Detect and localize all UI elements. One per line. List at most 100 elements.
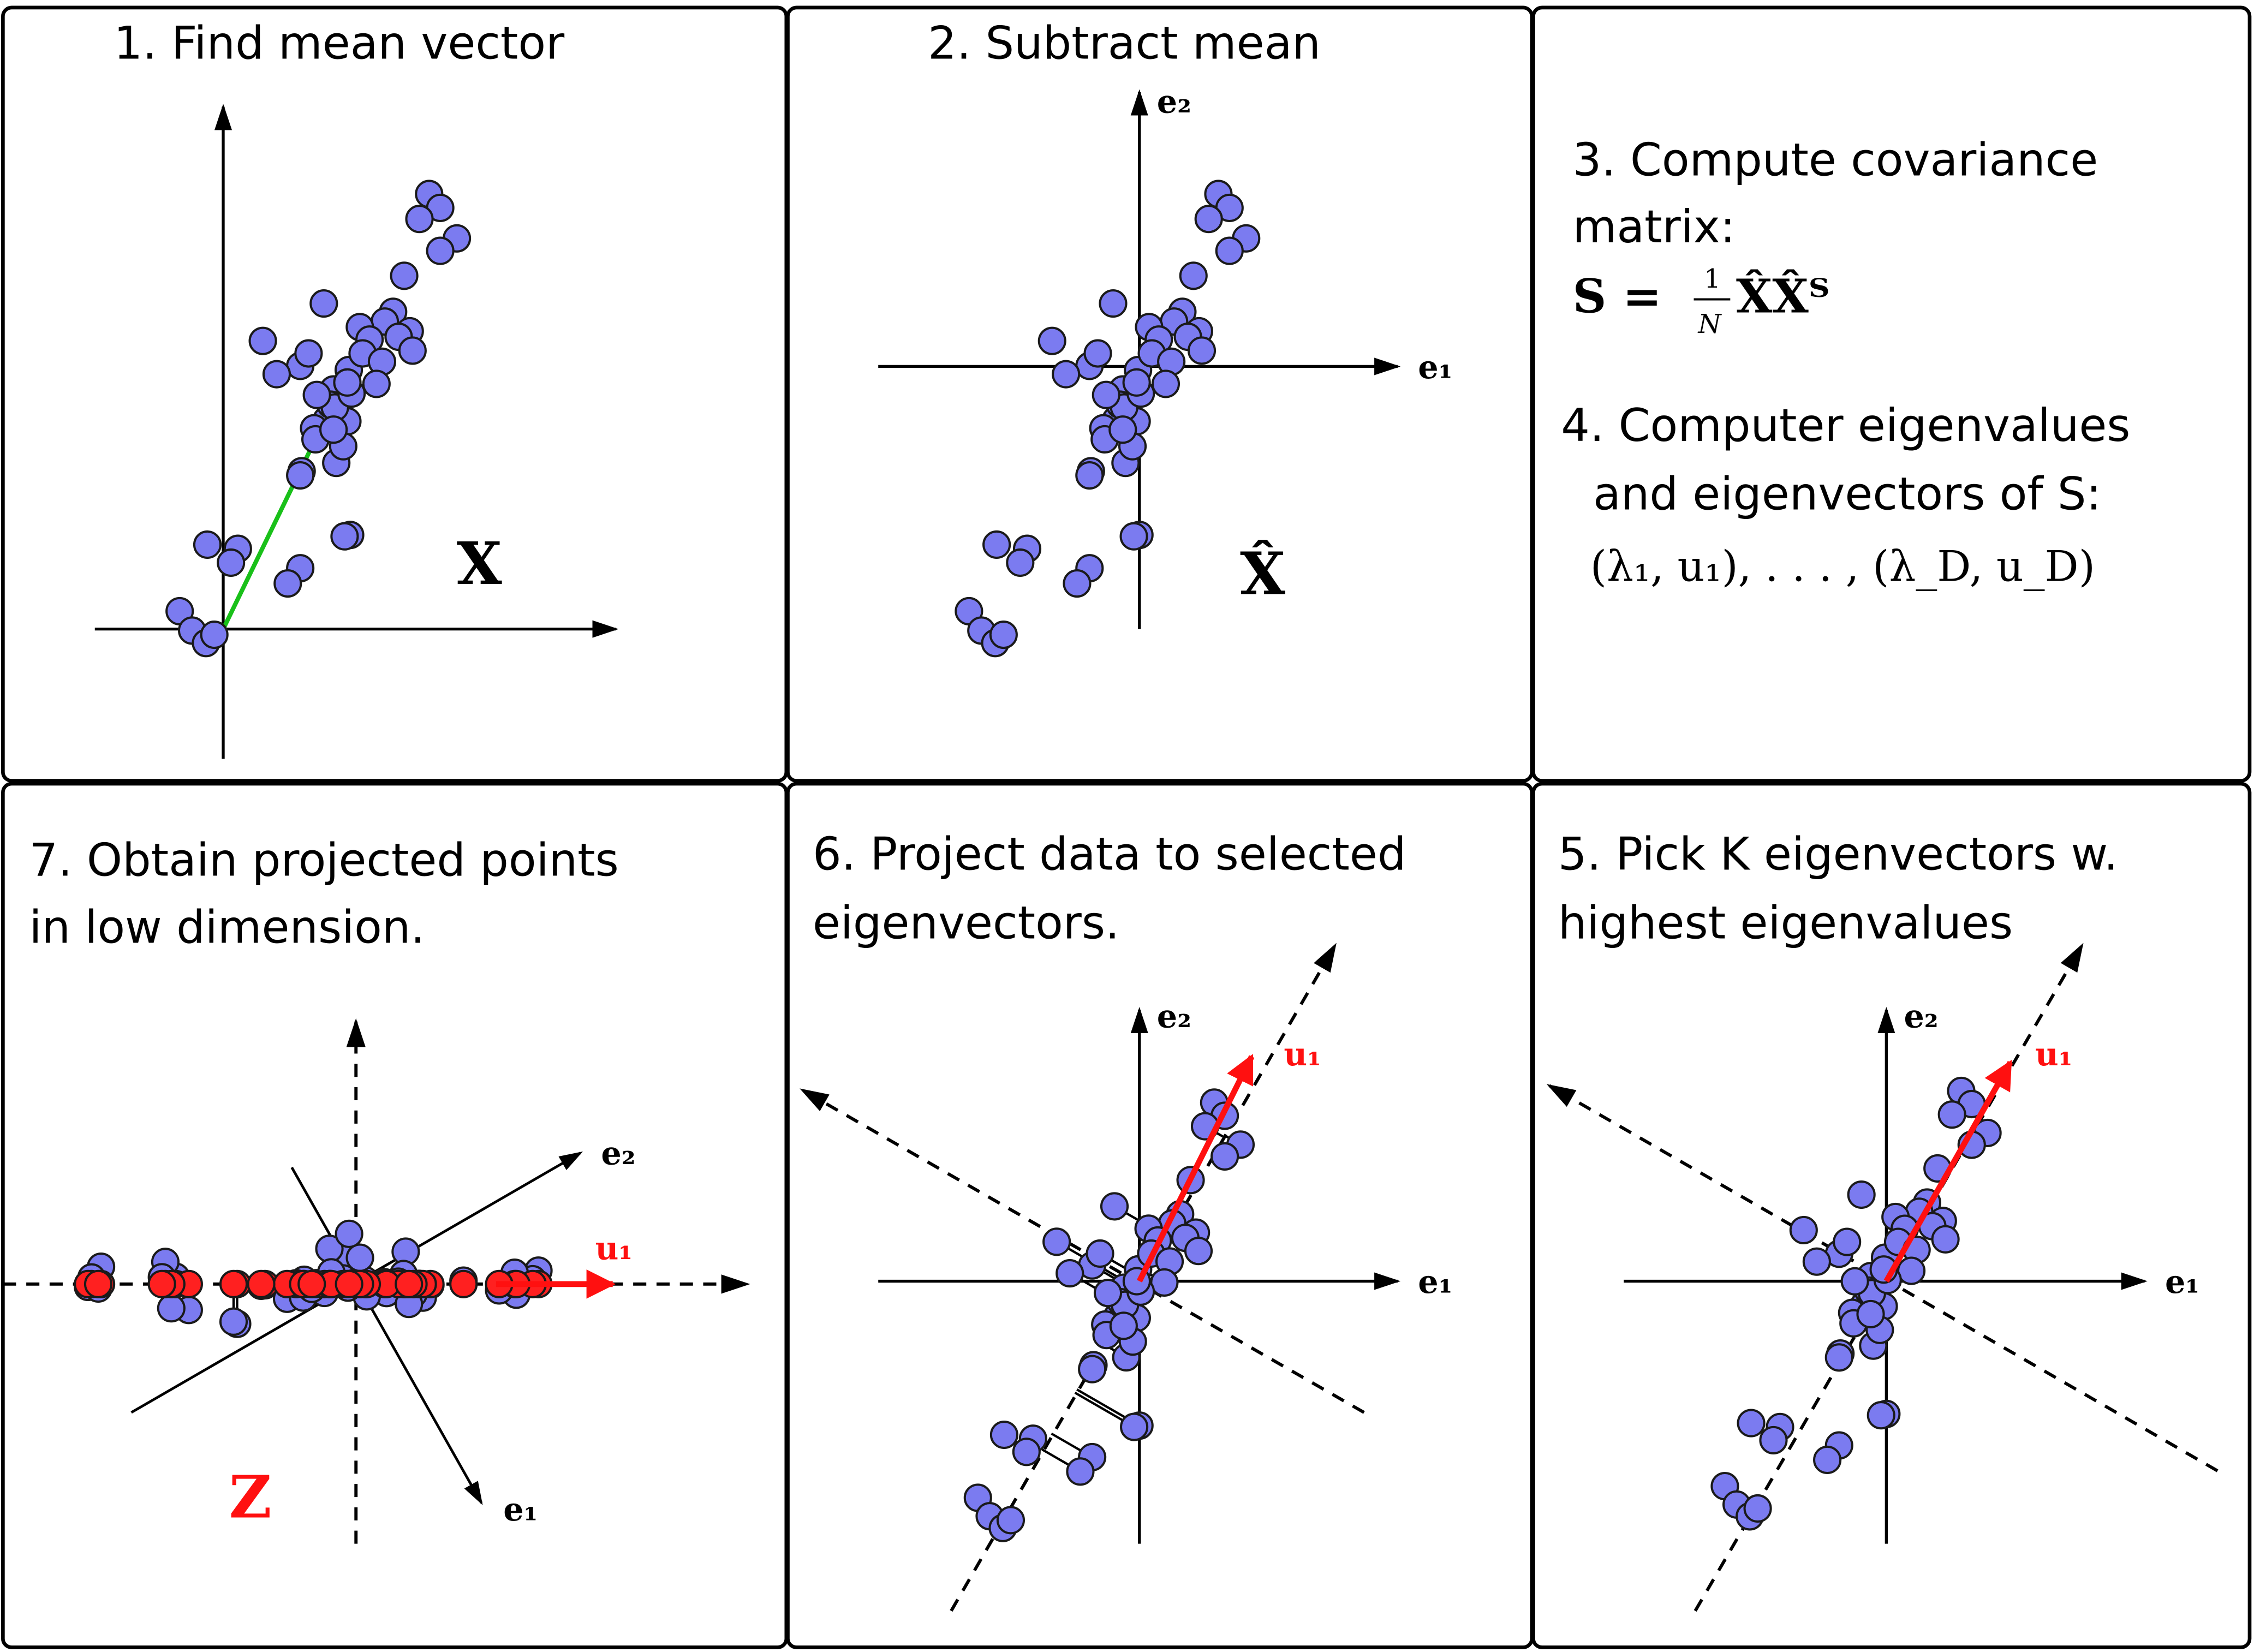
p6-label-e1: e₁ xyxy=(1418,1263,1452,1301)
p7-label-e2: e₂ xyxy=(601,1135,635,1172)
data-point xyxy=(247,1269,276,1298)
panel-6-title-line2: eigenvectors. xyxy=(813,896,1119,949)
data-point xyxy=(1063,569,1092,598)
data-point xyxy=(1813,1445,1842,1475)
panel-5-title-line2: highest eigenvalues xyxy=(1558,896,2013,949)
p5-label-u1: u₁ xyxy=(2035,1035,2073,1073)
data-point xyxy=(1184,1237,1213,1266)
data-point xyxy=(1052,360,1081,389)
data-point xyxy=(1075,461,1104,490)
data-point xyxy=(1093,1279,1123,1308)
p6-label-u1: u₁ xyxy=(1284,1035,1321,1073)
data-point xyxy=(309,289,338,318)
data-point xyxy=(84,1269,113,1298)
data-point xyxy=(1119,522,1148,551)
p3-line2: matrix: xyxy=(1573,200,1736,253)
data-point xyxy=(1211,1142,1239,1171)
p3-formula-den: N xyxy=(1698,309,1722,339)
data-point xyxy=(1056,1259,1084,1288)
data-point xyxy=(989,620,1018,649)
data-point xyxy=(294,339,323,368)
data-point xyxy=(1108,415,1137,444)
data-point xyxy=(426,236,455,265)
data-point xyxy=(1737,1409,1766,1438)
panel-5-title-line1: 5. Pick K eigenvectors w. xyxy=(1558,828,2118,881)
panel-7-title-line2: in low dimension. xyxy=(29,900,425,953)
data-point xyxy=(398,336,427,365)
data-point xyxy=(335,1269,363,1298)
p3-line5: and eigenvectors of S: xyxy=(1593,467,2101,520)
data-point xyxy=(405,205,434,234)
data-point xyxy=(333,368,362,397)
p3-formula-lhs: S = xyxy=(1573,270,1662,324)
data-point xyxy=(1215,236,1244,265)
data-point xyxy=(1847,1180,1876,1209)
data-point xyxy=(1012,1438,1041,1466)
data-point xyxy=(1066,1457,1095,1486)
data-point xyxy=(286,461,315,490)
panel-3-border xyxy=(1531,5,2252,783)
p3-formula-rhs: X̂X̂ᵀ xyxy=(1736,269,1830,324)
p5-label-e1: e₁ xyxy=(2165,1263,2199,1301)
panel-7-title-line1: 7. Obtain projected points xyxy=(29,833,618,886)
data-point xyxy=(1840,1267,1869,1296)
data-point xyxy=(362,369,391,398)
p6-label-e2: e₂ xyxy=(1157,997,1191,1035)
data-point xyxy=(262,360,291,389)
data-point xyxy=(395,1269,424,1298)
panel-1-border xyxy=(1,5,789,783)
data-point xyxy=(330,522,359,551)
p2-label-e1: e₁ xyxy=(1418,348,1452,386)
data-point xyxy=(335,1219,363,1248)
data-point xyxy=(1150,1268,1179,1297)
p6-u1-arrow xyxy=(1136,1054,1255,1283)
data-point xyxy=(1037,326,1066,355)
data-point xyxy=(319,415,348,444)
data-point xyxy=(1789,1215,1818,1245)
data-point xyxy=(248,326,277,355)
panel-1-title: 1. Find mean vector xyxy=(114,16,565,69)
p7-e1-axis xyxy=(290,1166,483,1506)
p2-label-e2: e₂ xyxy=(1157,82,1191,120)
p5-label-e2: e₂ xyxy=(1904,997,1938,1035)
p5-u1-arrow xyxy=(1883,1059,2013,1283)
p6-data-points xyxy=(963,1088,1255,1542)
p3-line6: (λ₁, u₁), . . . , (λ_D, u_D) xyxy=(1590,542,2095,591)
data-point xyxy=(1006,548,1035,577)
data-point xyxy=(989,1420,1018,1450)
p1-symbol-x: X xyxy=(457,530,502,598)
data-point xyxy=(982,530,1011,559)
data-point xyxy=(1867,1401,1895,1430)
p2-data-points xyxy=(955,180,1261,658)
data-point xyxy=(157,1294,186,1323)
data-point xyxy=(1083,339,1112,368)
data-point xyxy=(1856,1299,1885,1328)
p5-data-points xyxy=(1710,1076,2002,1531)
panel-5-border xyxy=(1531,782,2252,1649)
p3-line4: 4. Computer eigenvalues xyxy=(1561,399,2130,452)
p2-symbol-xhat: X̂ xyxy=(1240,540,1285,608)
data-point xyxy=(1931,1225,1960,1254)
data-point xyxy=(147,1269,176,1298)
data-point xyxy=(1086,1239,1114,1268)
data-point xyxy=(1099,289,1128,318)
data-point xyxy=(1122,368,1151,397)
data-point xyxy=(1937,1100,1966,1129)
data-point xyxy=(219,1307,248,1336)
data-point xyxy=(449,1269,478,1298)
panel-6-title-line1: 6. Project data to selected xyxy=(813,828,1406,881)
data-point xyxy=(1187,336,1217,365)
data-point xyxy=(219,1269,248,1298)
panel-2-title: 2. Subtract mean xyxy=(928,16,1321,69)
data-point xyxy=(1151,369,1180,398)
p7-data-points xyxy=(74,1219,553,1338)
data-point xyxy=(1042,1227,1071,1256)
data-point xyxy=(1120,1412,1149,1441)
p7-label-u1: u₁ xyxy=(595,1229,633,1267)
data-point xyxy=(1897,1256,1926,1285)
p3-line1: 3. Compute covariance xyxy=(1573,133,2098,186)
data-point xyxy=(1194,205,1223,234)
p7-symbol-z: Z xyxy=(229,1464,272,1532)
data-point xyxy=(996,1506,1025,1535)
